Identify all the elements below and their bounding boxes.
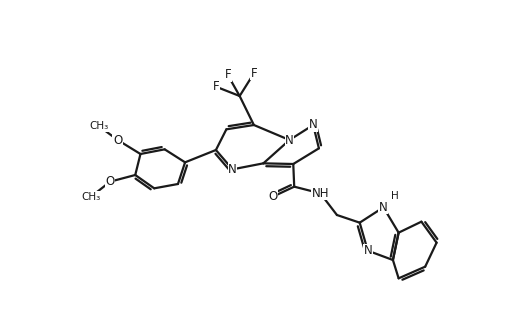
Text: O: O bbox=[105, 175, 115, 188]
Text: O: O bbox=[113, 133, 122, 147]
Text: F: F bbox=[251, 67, 257, 80]
Text: NH: NH bbox=[312, 187, 329, 200]
Text: N: N bbox=[309, 118, 317, 131]
Text: N: N bbox=[363, 244, 372, 257]
Text: N: N bbox=[228, 163, 237, 176]
Text: H: H bbox=[392, 191, 399, 201]
Text: F: F bbox=[224, 69, 231, 82]
Text: F: F bbox=[212, 80, 219, 93]
Text: O: O bbox=[268, 190, 278, 203]
Text: N: N bbox=[379, 201, 388, 214]
Text: N: N bbox=[285, 133, 294, 147]
Text: CH₃: CH₃ bbox=[81, 192, 101, 202]
Text: CH₃: CH₃ bbox=[89, 121, 109, 131]
